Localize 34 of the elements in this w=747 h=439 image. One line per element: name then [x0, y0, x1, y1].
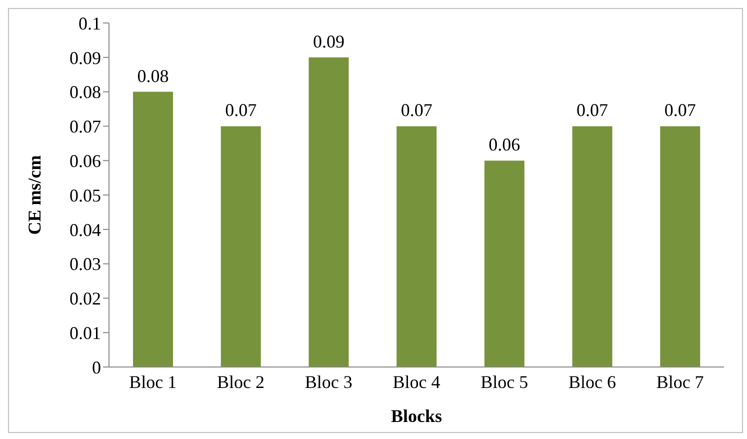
bar — [484, 160, 524, 367]
y-axis-title: CE ms/cm — [24, 155, 44, 235]
data-label: 0.07 — [400, 100, 432, 120]
y-tick-label: 0.01 — [70, 322, 101, 343]
x-tick-label: Bloc 7 — [656, 372, 704, 392]
bar — [660, 126, 700, 367]
x-tick-label: Bloc 2 — [217, 372, 265, 392]
data-label: 0.06 — [488, 134, 520, 155]
y-tick-label: 0.02 — [70, 288, 101, 309]
x-tick-label: Bloc 3 — [304, 372, 352, 392]
y-tick-label: 0.03 — [70, 254, 101, 274]
bar — [220, 126, 261, 367]
y-tick-label: 0.06 — [70, 150, 101, 171]
bar — [572, 126, 612, 367]
bar — [396, 126, 437, 367]
data-label: 0.08 — [137, 66, 169, 86]
data-label: 0.07 — [576, 100, 608, 120]
x-tick-label: Bloc 6 — [568, 372, 616, 392]
bar — [308, 57, 349, 367]
data-label: 0.07 — [664, 100, 696, 120]
bar — [133, 92, 173, 367]
y-tick-label: 0.08 — [70, 82, 101, 102]
x-tick-label: Bloc 1 — [129, 372, 177, 392]
y-tick-label: 0.09 — [70, 48, 101, 68]
x-axis-title: Blocks — [390, 406, 442, 426]
y-tick-label: 0.07 — [70, 116, 101, 137]
x-tick-label: Bloc 4 — [392, 372, 440, 392]
data-label: 0.09 — [312, 31, 344, 52]
x-tick-label: Bloc 5 — [480, 372, 528, 392]
y-tick-label: 0.04 — [70, 220, 101, 240]
y-tick-label: 0 — [92, 357, 101, 378]
data-label: 0.07 — [225, 100, 257, 120]
y-tick-label: 0.05 — [70, 185, 101, 206]
y-tick-label: 0.1 — [78, 13, 101, 34]
